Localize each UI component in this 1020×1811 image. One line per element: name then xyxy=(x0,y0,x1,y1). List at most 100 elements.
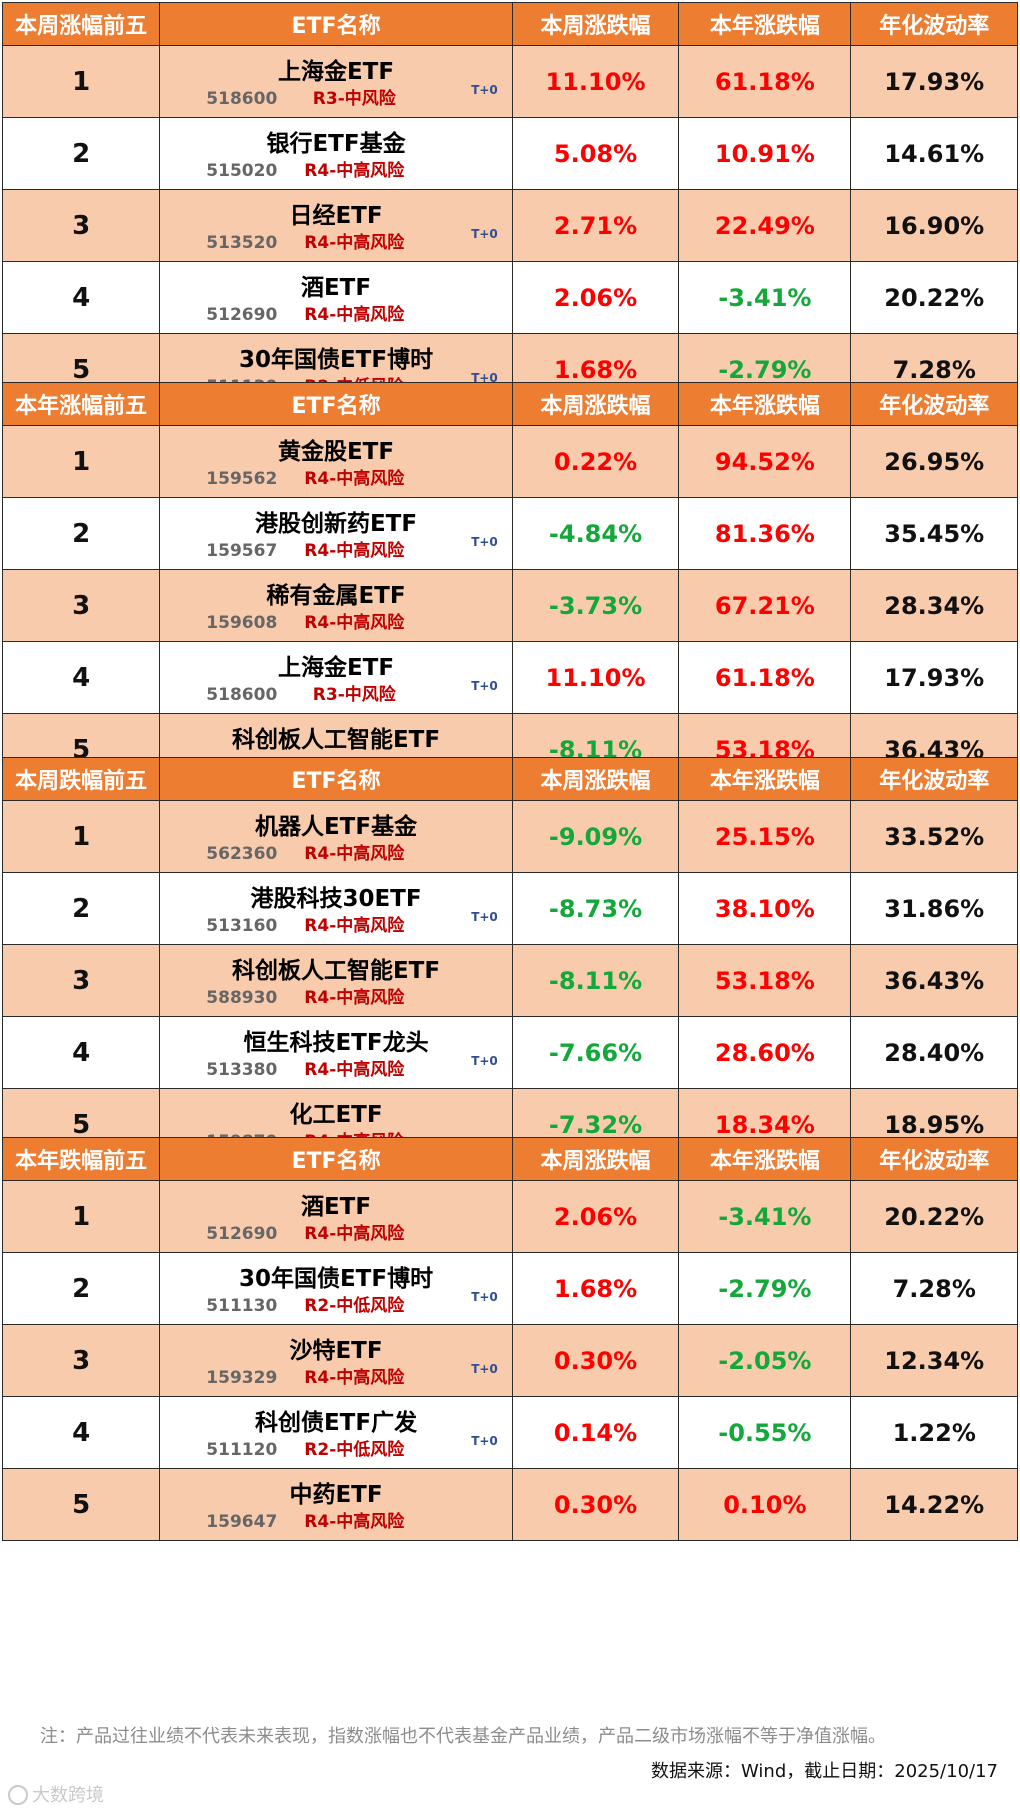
table-row: 1 黄金股ETF 159562 R4-中高风险 0.22% 94.52% 26.95% xyxy=(1,425,1018,498)
ytd-change: 81.36% xyxy=(678,497,852,570)
rank-cell: 4 xyxy=(1,641,161,714)
weekly-change: 0.30% xyxy=(511,1468,680,1541)
table-row: 2 港股科技30ETF 513160 R4-中高风险 T+0 -8.73% 38.10% 31… xyxy=(1,872,1018,945)
etf-code: 513520 xyxy=(206,233,278,253)
annualized-volatility: 28.40% xyxy=(850,1016,1018,1089)
etf-code: 588930 xyxy=(206,988,278,1008)
etf-name: 日经ETF xyxy=(289,203,383,229)
section-title: 本周涨幅前五 xyxy=(1,2,161,46)
etf-name: 港股科技30ETF xyxy=(250,886,422,912)
etf-name: 上海金ETF xyxy=(277,59,395,85)
ytd-change: 61.18% xyxy=(678,641,852,714)
rank-cell: 4 xyxy=(1,1396,161,1469)
risk-level: R4-中高风险 xyxy=(304,613,405,633)
table-header-row: 本年跌幅前五 ETF名称 本周涨跌幅 本年涨跌幅 年化波动率 xyxy=(1,1137,1018,1181)
annualized-volatility: 1.22% xyxy=(850,1396,1018,1469)
data-source: 数据来源：Wind，截止日期：2025/10/17 xyxy=(651,1761,998,1782)
etf-name: 上海金ETF xyxy=(277,655,395,681)
annualized-volatility: 16.90% xyxy=(850,189,1018,262)
etf-name-cell: 酒ETF 512690 R4-中高风险 xyxy=(159,261,513,334)
rank-cell: 3 xyxy=(1,569,161,642)
table-row: 1 酒ETF 512690 R4-中高风险 2.06% -3.41% 20.22% xyxy=(1,1180,1018,1253)
risk-level: R4-中高风险 xyxy=(304,161,405,181)
ranking-table: 本年跌幅前五 ETF名称 本周涨跌幅 本年涨跌幅 年化波动率 1 酒ETF 512690 R4-… xyxy=(1,1137,1018,1541)
column-header: 本年涨跌幅 xyxy=(678,1137,852,1181)
etf-code: 513380 xyxy=(206,1060,278,1080)
etf-code: 518600 xyxy=(206,89,278,109)
column-header: ETF名称 xyxy=(159,1137,513,1181)
t0-badge: T+0 xyxy=(471,227,498,241)
annualized-volatility: 26.95% xyxy=(850,425,1018,498)
etf-name: 科创板人工智能ETF xyxy=(231,958,441,984)
etf-code: 513160 xyxy=(206,916,278,936)
column-header: 本年涨跌幅 xyxy=(678,382,852,426)
t0-badge: T+0 xyxy=(471,1362,498,1376)
etf-name: 恒生科技ETF龙头 xyxy=(243,1030,429,1056)
weekly-change: 0.30% xyxy=(511,1324,680,1397)
column-header: ETF名称 xyxy=(159,382,513,426)
etf-name-cell: 上海金ETF 518600 R3-中风险 T+0 xyxy=(159,45,513,118)
ytd-change: 0.10% xyxy=(678,1468,852,1541)
table-row: 1 上海金ETF 518600 R3-中风险 T+0 11.10% 61.18% 17.93% xyxy=(1,45,1018,118)
etf-name: 沙特ETF xyxy=(289,1338,383,1364)
disclaimer-note: 注：产品过往业绩不代表未来表现，指数涨幅也不代表基金产品业绩，产品二级市场涨幅不… xyxy=(40,1726,886,1747)
etf-name: 化工ETF xyxy=(289,1102,383,1128)
risk-level: R4-中高风险 xyxy=(304,1368,405,1388)
column-header: 年化波动率 xyxy=(850,2,1018,46)
weekly-change: 1.68% xyxy=(511,1252,680,1325)
etf-name: 港股创新药ETF xyxy=(254,511,418,537)
ytd-change: 94.52% xyxy=(678,425,852,498)
weekly-change: 2.71% xyxy=(511,189,680,262)
rank-cell: 1 xyxy=(1,800,161,873)
etf-code: 159647 xyxy=(206,1512,278,1532)
risk-level: R4-中高风险 xyxy=(304,844,405,864)
rank-cell: 3 xyxy=(1,1324,161,1397)
etf-code: 511120 xyxy=(206,1440,278,1460)
weekly-change: -8.73% xyxy=(511,872,680,945)
etf-name: 酒ETF xyxy=(300,1194,372,1220)
rank-cell: 1 xyxy=(1,45,161,118)
etf-code: 159562 xyxy=(206,469,278,489)
table-row: 3 沙特ETF 159329 R4-中高风险 T+0 0.30% -2.05% 12.34% xyxy=(1,1324,1018,1397)
table-header-row: 本年涨幅前五 ETF名称 本周涨跌幅 本年涨跌幅 年化波动率 xyxy=(1,382,1018,426)
ytd-change: 10.91% xyxy=(678,117,852,190)
etf-code: 515020 xyxy=(206,161,278,181)
weekly-change: 0.14% xyxy=(511,1396,680,1469)
risk-level: R4-中高风险 xyxy=(304,1224,405,1244)
ranking-table: 本周跌幅前五 ETF名称 本周涨跌幅 本年涨跌幅 年化波动率 1 机器人ETF基金 56236… xyxy=(1,757,1018,1161)
ytd-change: 22.49% xyxy=(678,189,852,262)
watermark: 大数跨境 xyxy=(8,1781,104,1807)
column-header: 本周涨跌幅 xyxy=(511,1137,680,1181)
etf-name: 30年国债ETF博时 xyxy=(238,1266,434,1292)
risk-level: R4-中高风险 xyxy=(304,988,405,1008)
rank-cell: 5 xyxy=(1,1468,161,1541)
rank-cell: 2 xyxy=(1,497,161,570)
etf-name: 银行ETF基金 xyxy=(266,131,406,157)
etf-code: 518600 xyxy=(206,685,278,705)
t0-badge: T+0 xyxy=(471,83,498,97)
t0-badge: T+0 xyxy=(471,1290,498,1304)
etf-code: 511130 xyxy=(206,1296,278,1316)
rank-cell: 1 xyxy=(1,1180,161,1253)
table-row: 3 日经ETF 513520 R4-中高风险 T+0 2.71% 22.49% 16.90% xyxy=(1,189,1018,262)
risk-level: R3-中风险 xyxy=(312,685,396,705)
table-row: 2 港股创新药ETF 159567 R4-中高风险 T+0 -4.84% 81.36% 35.… xyxy=(1,497,1018,570)
etf-name-cell: 银行ETF基金 515020 R4-中高风险 xyxy=(159,117,513,190)
annualized-volatility: 31.86% xyxy=(850,872,1018,945)
table-header-row: 本周涨幅前五 ETF名称 本周涨跌幅 本年涨跌幅 年化波动率 xyxy=(1,2,1018,46)
section-title: 本周跌幅前五 xyxy=(1,757,161,801)
annualized-volatility: 20.22% xyxy=(850,261,1018,334)
etf-name-cell: 沙特ETF 159329 R4-中高风险 T+0 xyxy=(159,1324,513,1397)
table-row: 4 恒生科技ETF龙头 513380 R4-中高风险 T+0 -7.66% 28.60% 28… xyxy=(1,1016,1018,1089)
ytd-change: 28.60% xyxy=(678,1016,852,1089)
ytd-change: 38.10% xyxy=(678,872,852,945)
column-header: 年化波动率 xyxy=(850,1137,1018,1181)
section-title: 本年跌幅前五 xyxy=(1,1137,161,1181)
ranking-table: 本年涨幅前五 ETF名称 本周涨跌幅 本年涨跌幅 年化波动率 1 黄金股ETF 159562 R… xyxy=(1,382,1018,786)
etf-name-cell: 科创债ETF广发 511120 R2-中低风险 T+0 xyxy=(159,1396,513,1469)
annualized-volatility: 14.22% xyxy=(850,1468,1018,1541)
t0-badge: T+0 xyxy=(471,371,498,385)
annualized-volatility: 20.22% xyxy=(850,1180,1018,1253)
risk-level: R3-中风险 xyxy=(312,89,396,109)
ytd-change: 67.21% xyxy=(678,569,852,642)
